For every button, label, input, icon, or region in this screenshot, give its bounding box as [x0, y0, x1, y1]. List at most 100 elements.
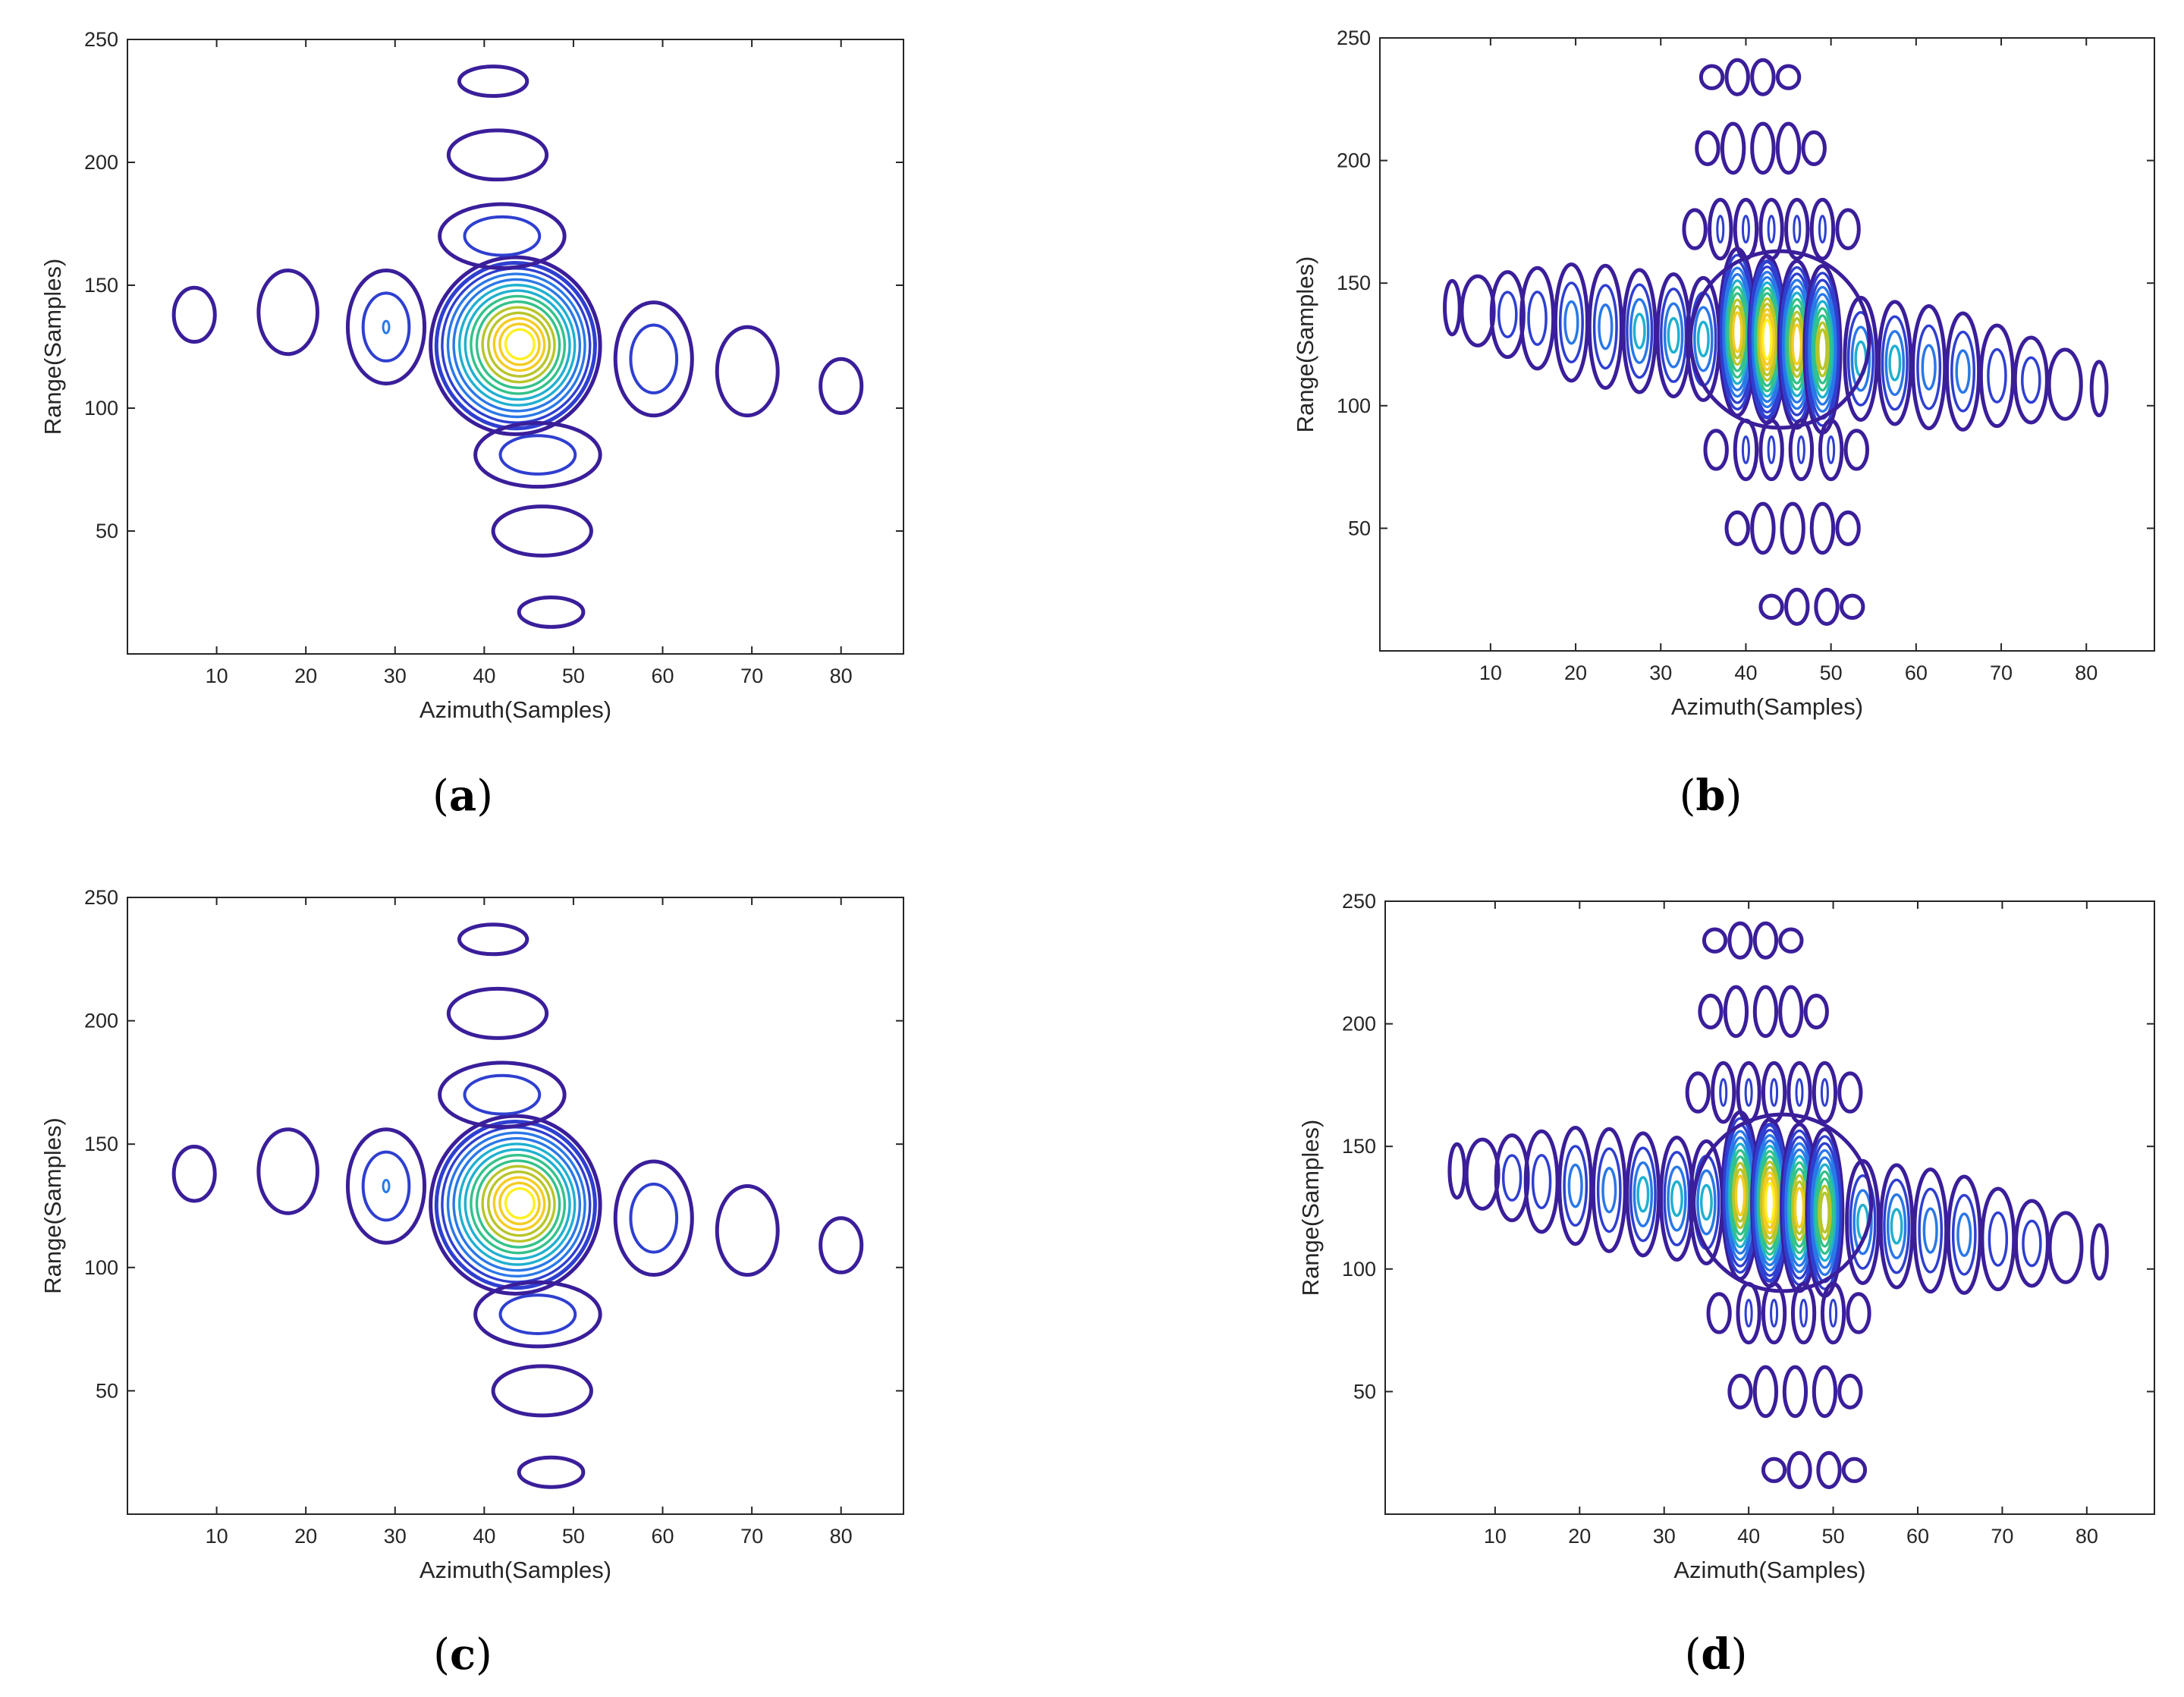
- x-tick-label: 60: [651, 665, 674, 687]
- contour-sidelobe: [1820, 1281, 1846, 1345]
- contour-range-sidelobe: [1849, 1174, 1877, 1270]
- contour-sidelobe: [1835, 208, 1861, 250]
- contour-sidelobe: [1761, 1061, 1787, 1124]
- x-tick-label: 20: [1568, 1525, 1591, 1548]
- x-tick-label: 10: [1484, 1525, 1507, 1548]
- contour-range-sidelobe: [1696, 320, 1710, 358]
- y-tick-label: 150: [1337, 272, 1371, 294]
- contour-mainlobe: [1817, 328, 1828, 371]
- captions: (a) (b) (c) (d): [432, 771, 1747, 1680]
- contour-range-sidelobe: [1845, 1158, 1881, 1285]
- contour-mainlobe: [1729, 298, 1746, 366]
- contour-mainlobe: [1810, 1149, 1840, 1277]
- contour-sidelobe: [1812, 1061, 1838, 1124]
- contour-mainlobe: [498, 1181, 541, 1226]
- contour-range-sidelobe: [2089, 360, 2109, 417]
- contour-mainlobe: [498, 322, 541, 366]
- contour-sidelobe: [1816, 1450, 1842, 1489]
- contour-mainlobe: [457, 284, 577, 407]
- contour-sidelobe: [715, 1183, 780, 1277]
- axes-box: [1384, 900, 2155, 1515]
- y-axis-label: Range(Samples): [39, 1117, 66, 1294]
- contour-sidelobe: [1702, 927, 1728, 954]
- contour-range-sidelobe: [1443, 278, 1462, 337]
- contour-sidelobe-inner: [1741, 215, 1750, 244]
- contour-range-sidelobe: [1563, 300, 1579, 345]
- contour-sidelobe: [1703, 429, 1729, 471]
- contour-range-sidelobe: [1489, 270, 1526, 360]
- y-tick-label: 250: [1342, 890, 1376, 913]
- contour-sidelobe: [1778, 985, 1804, 1039]
- contour-mainlobe: [1807, 1135, 1843, 1290]
- x-tick-label: 10: [1479, 662, 1502, 684]
- contour-sidelobe-inner: [463, 1073, 542, 1116]
- x-tick-label: 40: [473, 665, 495, 687]
- contour-mainlobe: [475, 300, 561, 390]
- contour-range-sidelobe: [1955, 349, 1971, 394]
- contour-mainlobe: [1818, 1184, 1832, 1241]
- plot-area: [1443, 58, 2109, 626]
- contour-mainlobe: [1811, 300, 1834, 399]
- contour-sidelobe: [1841, 1457, 1868, 1484]
- contour-range-sidelobe: [1978, 323, 2016, 429]
- contour-range-sidelobe: [1460, 274, 1496, 347]
- contour-sidelobe: [1835, 510, 1861, 546]
- contour-sidelobe: [345, 1127, 427, 1245]
- contour-sidelobe: [517, 595, 586, 629]
- contour-sidelobe: [1723, 985, 1749, 1039]
- contour-mainlobe: [429, 255, 602, 436]
- contour-sidelobe-inner: [498, 1293, 577, 1335]
- contour-mainlobe: [1791, 323, 1803, 366]
- contour-mainlobe: [470, 294, 567, 395]
- contour-sidelobe-inner: [1716, 215, 1725, 244]
- contour-range-sidelobe: [1558, 281, 1584, 364]
- x-tick-label: 20: [294, 1525, 317, 1548]
- contour-mainlobe: [452, 278, 582, 413]
- y-axis-label: Range(Samples): [1292, 256, 1318, 433]
- contour-sidelobe: [491, 504, 593, 558]
- contour-sidelobe: [1682, 208, 1708, 250]
- y-tick-label: 200: [84, 151, 118, 174]
- contour-sidelobe: [1837, 1373, 1863, 1409]
- x-tick-label: 30: [384, 665, 407, 687]
- contour-sidelobe: [1758, 197, 1784, 261]
- contour-range-sidelobe: [1918, 1187, 1944, 1274]
- contour-mainlobe: [1813, 1163, 1837, 1262]
- contour-range-sidelobe: [1886, 1193, 1907, 1260]
- contour-sidelobe-inner: [498, 434, 577, 476]
- contour-sidelobe-inner: [1744, 1078, 1753, 1108]
- x-tick-label: 30: [384, 1525, 407, 1548]
- contour-sidelobe: [256, 269, 319, 357]
- contour-sidelobe: [446, 128, 549, 182]
- contour-sidelobe-inner: [1818, 215, 1827, 244]
- contour-range-sidelobe: [1629, 1146, 1657, 1243]
- contour-sidelobe: [1786, 1450, 1812, 1489]
- contour-range-sidelobe: [1626, 283, 1654, 379]
- contour-mainlobe: [446, 1131, 586, 1278]
- contour-sidelobe: [1846, 1292, 1871, 1334]
- contour-sidelobe: [438, 1061, 567, 1129]
- contour-sidelobe: [1724, 58, 1750, 96]
- y-tick-label: 150: [84, 274, 118, 297]
- contour-sidelobe: [1708, 197, 1733, 261]
- contour-range-sidelobe: [1951, 1193, 1977, 1276]
- x-tick-label: 50: [562, 665, 585, 687]
- contour-sidelobe: [1809, 197, 1836, 261]
- contour-sidelobe: [613, 300, 694, 418]
- contour-mainlobe: [1729, 1149, 1752, 1243]
- contour-sidelobe: [1803, 993, 1829, 1029]
- contour-mainlobe: [1793, 1186, 1805, 1229]
- contour-sidelobe-inner: [1820, 1078, 1829, 1108]
- contour-sidelobe: [1752, 1365, 1779, 1419]
- contour-sidelobe: [1775, 64, 1802, 90]
- x-tick-label: 60: [1905, 662, 1928, 684]
- contour-range-sidelobe: [1921, 344, 1937, 391]
- y-tick-label: 50: [1348, 517, 1371, 539]
- contour-sidelobe: [1780, 501, 1805, 555]
- contour-sidelobe: [1784, 587, 1810, 626]
- contour-sidelobe-peak: [382, 319, 391, 335]
- y-tick-label: 100: [1337, 394, 1371, 417]
- contour-mainlobe: [434, 260, 597, 431]
- contour-range-sidelobe: [1946, 1174, 1982, 1295]
- contour-mainlobe: [1727, 292, 1747, 372]
